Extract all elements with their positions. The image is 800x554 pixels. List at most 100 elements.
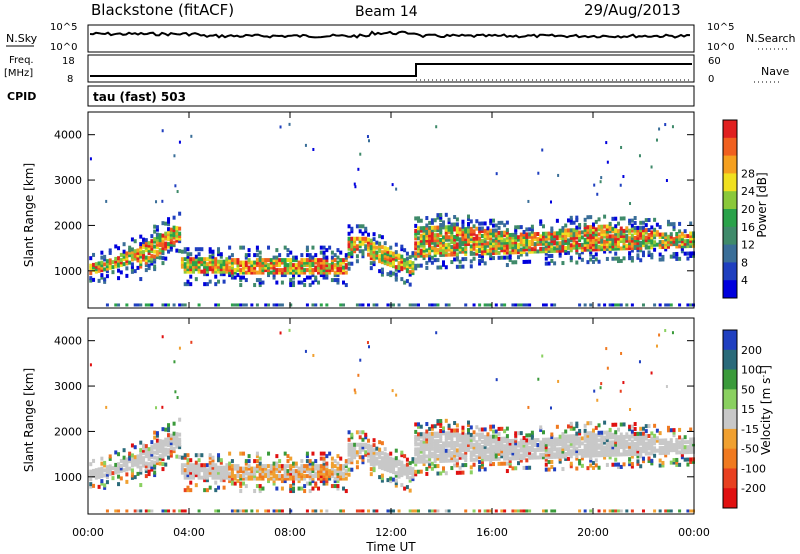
power-cell (669, 254, 673, 259)
velocity-cell (575, 424, 579, 429)
velocity-cell (455, 463, 459, 468)
power-cell (616, 241, 620, 246)
power-cell (230, 270, 234, 275)
power-cell (533, 237, 537, 242)
power-cell (239, 270, 243, 275)
power-cell (180, 264, 184, 269)
velocity-cell (447, 436, 451, 441)
power-cell (478, 226, 482, 231)
power-cell (489, 233, 493, 238)
velocity-cell (322, 469, 326, 474)
power-cell (593, 183, 596, 187)
power-cell (541, 224, 545, 229)
velocity-cell (391, 389, 394, 393)
power-cell (114, 264, 118, 269)
power-cell (578, 232, 582, 237)
power-cell (475, 219, 479, 224)
power-cell (305, 268, 309, 273)
power-cell (628, 256, 632, 261)
velocity-cell (319, 471, 323, 476)
power-cell (278, 303, 282, 307)
power-cell (455, 264, 459, 269)
power-cell (691, 251, 695, 256)
power-cell (186, 254, 190, 259)
velocity-cell (180, 465, 184, 470)
power-cell (180, 257, 184, 262)
velocity-cell (564, 439, 568, 444)
power-cell (530, 247, 534, 252)
velocity-cell (208, 465, 212, 470)
power-cell (428, 225, 432, 230)
power-cell (236, 303, 240, 307)
velocity-cell (500, 461, 504, 466)
velocity-cell (461, 430, 465, 435)
velocity-cell (469, 435, 473, 440)
velocity-cell (591, 460, 595, 465)
power-cell (544, 249, 548, 254)
velocity-cell (589, 446, 593, 451)
power-cell (336, 273, 340, 278)
velocity-cell (200, 468, 204, 473)
power-cell (333, 258, 337, 263)
velocity-cell (661, 445, 665, 450)
velocity-cell (225, 470, 229, 475)
velocity-cell (250, 474, 254, 479)
power-cell (425, 230, 429, 235)
power-cell (369, 261, 373, 266)
velocity-cell (403, 486, 407, 491)
velocity-cell (628, 434, 632, 439)
power-cell (636, 233, 640, 238)
velocity-cell (225, 468, 229, 473)
velocity-cell (125, 459, 129, 464)
power-cell (242, 265, 246, 270)
power-cell (167, 249, 171, 254)
power-cell (608, 244, 612, 249)
velocity-cell (653, 448, 657, 453)
velocity-cell (614, 432, 618, 437)
velocity-cell (130, 463, 134, 468)
velocity-cell (205, 478, 209, 483)
velocity-cell (472, 430, 476, 435)
velocity-cell (586, 421, 590, 426)
velocity-cell (455, 448, 459, 453)
power-cell (558, 251, 562, 256)
power-cell (430, 245, 434, 250)
velocity-cell (136, 509, 140, 513)
power-cell (136, 265, 140, 270)
power-cell (611, 244, 615, 249)
velocity-cell (591, 450, 595, 455)
velocity-cell (189, 475, 193, 480)
power-cell (505, 240, 509, 245)
power-cell (469, 264, 473, 269)
power-cell (144, 248, 148, 253)
power-cell (589, 235, 593, 240)
power-cell (208, 254, 212, 259)
velocity-cell (467, 433, 471, 438)
velocity-cell (555, 454, 559, 459)
power-cell (217, 247, 221, 252)
power-cell (380, 270, 384, 275)
power-cell (458, 232, 462, 237)
velocity-cell (614, 422, 618, 427)
power-cell (442, 245, 446, 250)
power-cell (258, 280, 262, 285)
velocity-cbar-label: Velocity [m s-1] (759, 365, 774, 455)
power-cell (578, 235, 582, 240)
power-cell (361, 254, 365, 259)
power-cell (661, 257, 665, 262)
power-cell (669, 239, 673, 244)
velocity-cell (397, 472, 401, 477)
power-cell (125, 251, 129, 256)
power-cell (425, 223, 429, 228)
power-cell (547, 249, 551, 254)
velocity-cell (425, 459, 429, 464)
power-cell (614, 241, 618, 246)
velocity-cell (447, 451, 451, 456)
velocity-cell (228, 476, 232, 481)
velocity-cell (119, 463, 123, 468)
power-cell (405, 256, 409, 261)
velocity-cell (289, 476, 293, 481)
velocity-cell (264, 471, 268, 476)
power-cell (655, 138, 658, 142)
power-cell (192, 257, 196, 262)
